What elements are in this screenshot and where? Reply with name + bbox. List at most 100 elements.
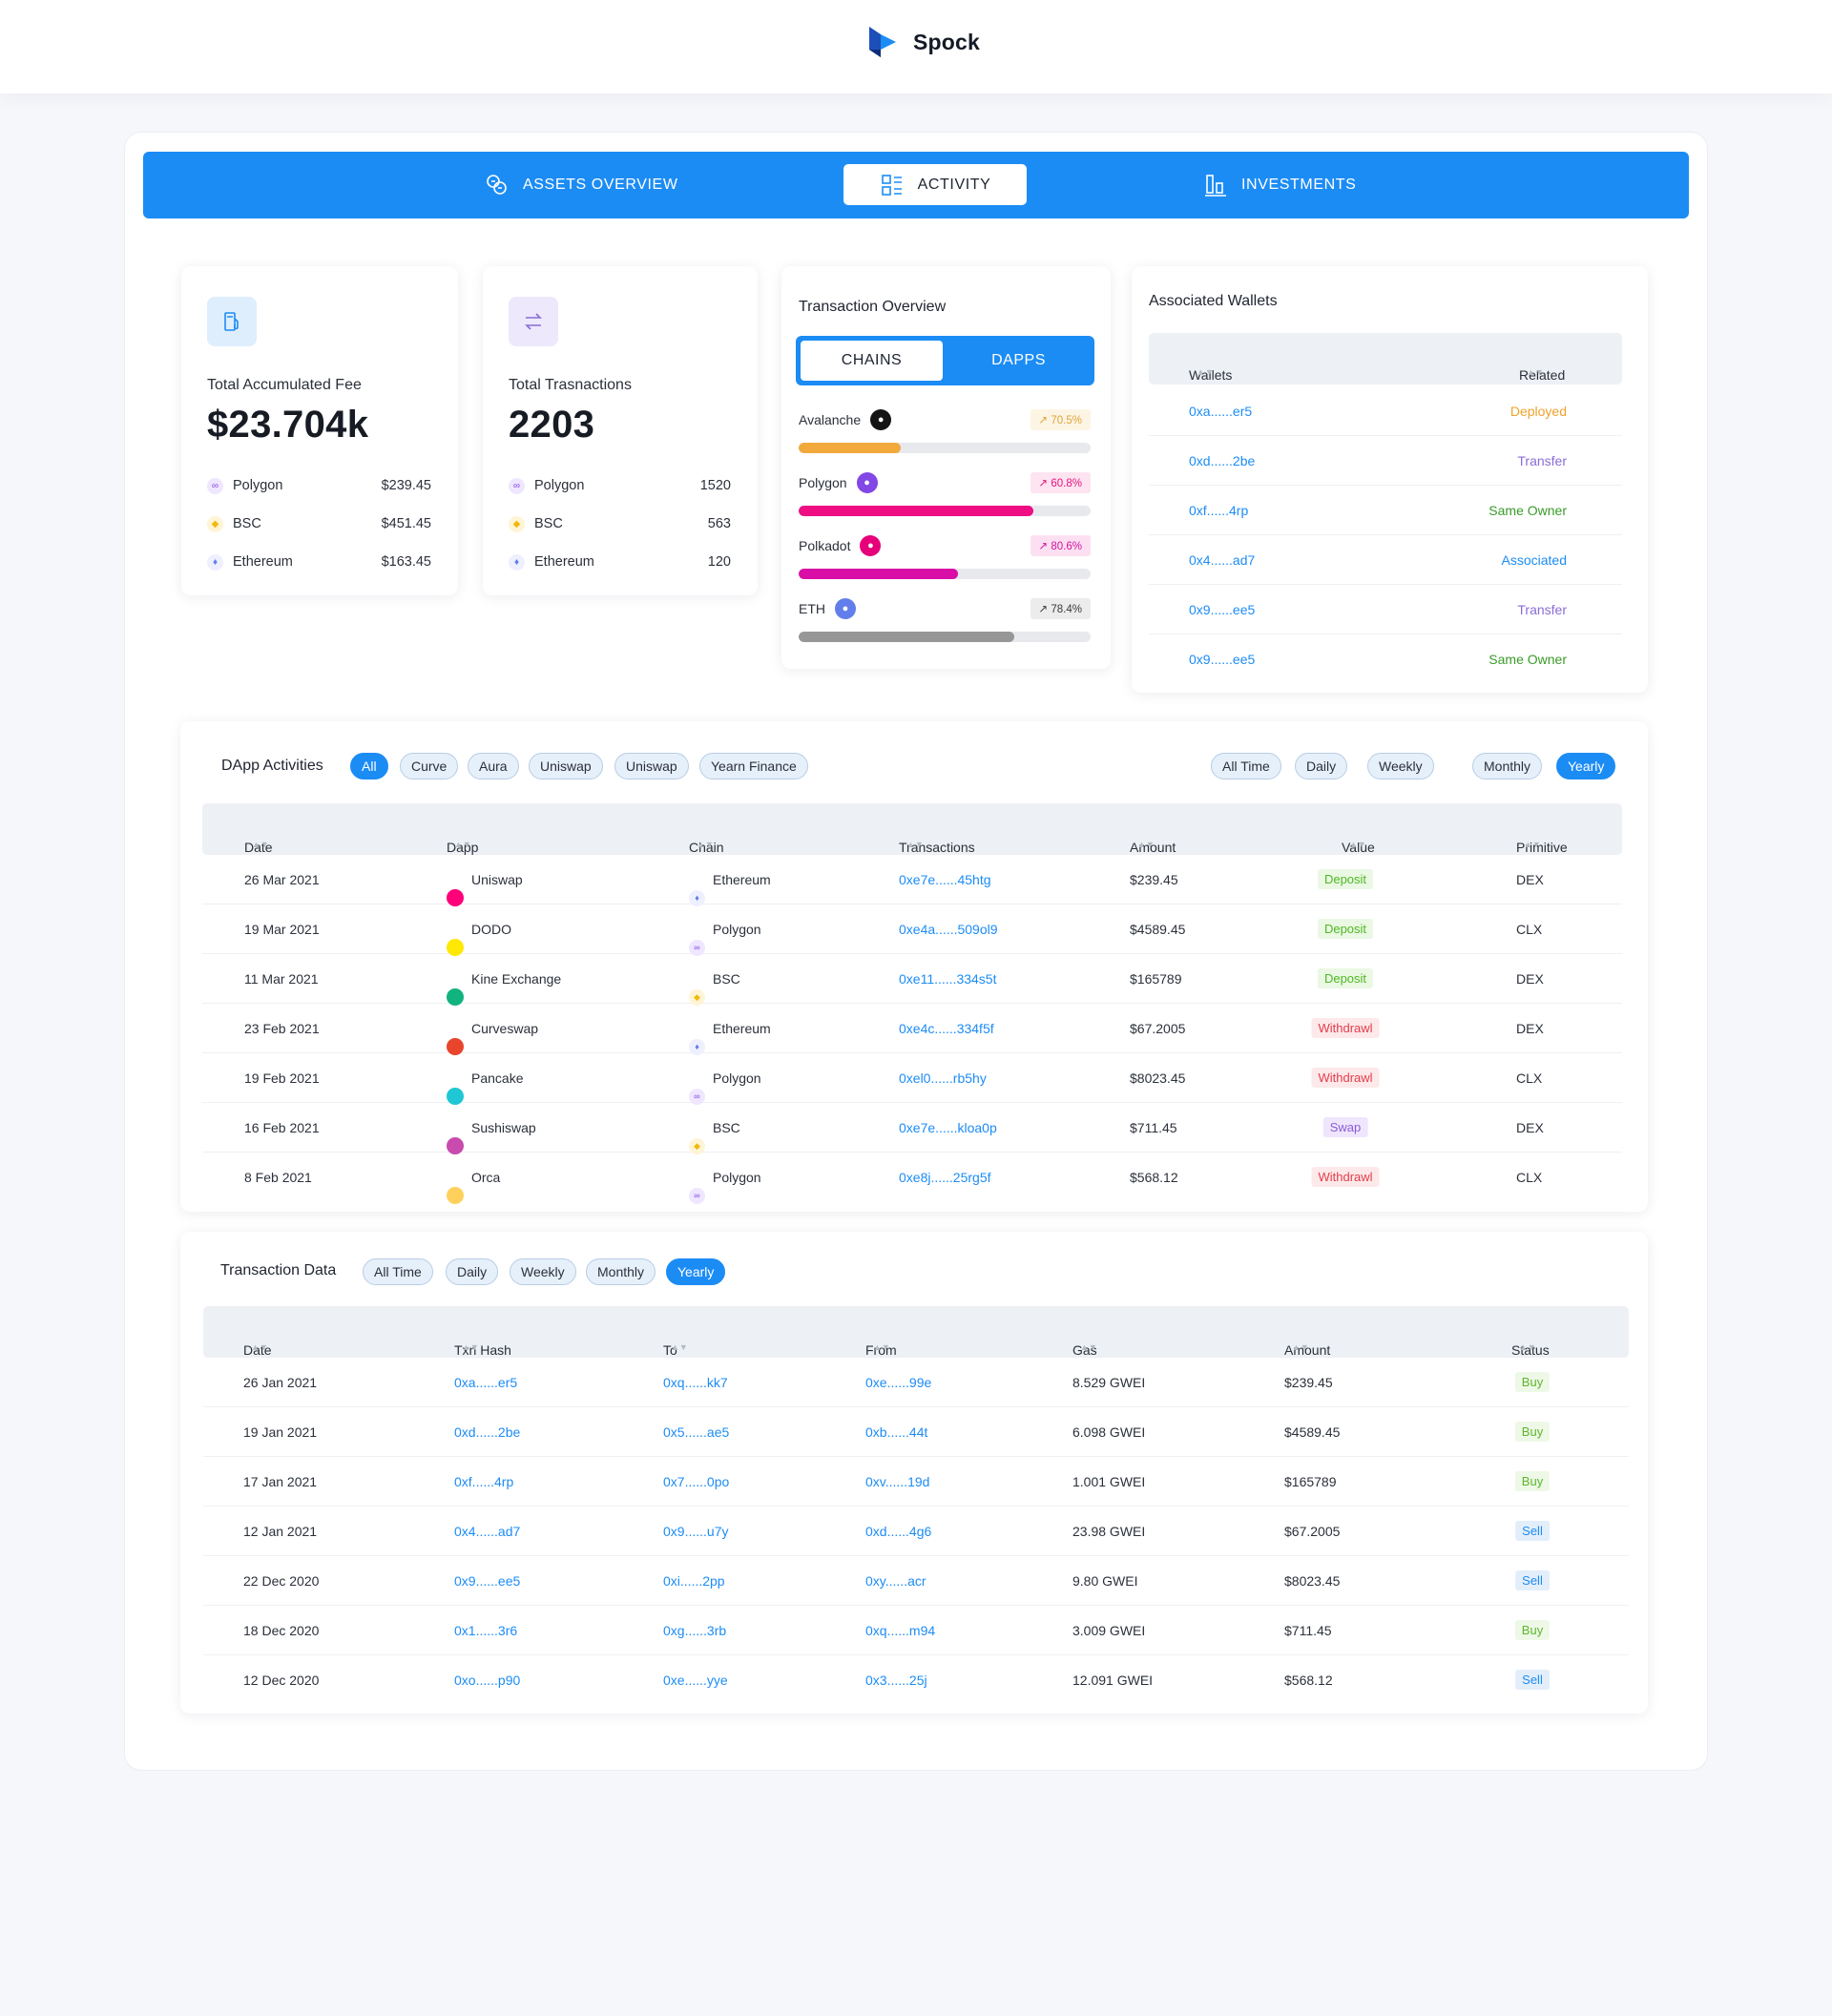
txn-hash-link[interactable]: 0xa......er5 (454, 1375, 518, 1390)
table-row[interactable]: 26 Jan 2021 0xa......er5 0xq......kk7 0xe..… (203, 1358, 1629, 1407)
to-address-link[interactable]: 0x5......ae5 (663, 1424, 730, 1440)
progress-fill (799, 569, 958, 579)
table-row[interactable]: 23 Feb 2021 Curveswap ♦Ethereum 0xe4c......… (202, 1004, 1622, 1056)
filter-chip[interactable]: Aura (468, 753, 519, 779)
primitive-cell: CLX (1516, 922, 1543, 937)
transaction-hash-link[interactable]: 0xe4c......334f5f (899, 1021, 994, 1036)
table-row[interactable]: 17 Jan 2021 0xf......4rp 0x7......0po 0xv..… (203, 1457, 1629, 1507)
to-address-link[interactable]: 0xg......3rb (663, 1623, 727, 1638)
filter-chip[interactable]: Weekly (510, 1258, 576, 1285)
to-address-link[interactable]: 0xi......2pp (663, 1573, 725, 1589)
tab-activity[interactable]: ACTIVITY (843, 164, 1027, 205)
from-address-link[interactable]: 0x3......25j (865, 1673, 927, 1688)
amount-cell: $568.12 (1130, 1170, 1178, 1185)
tab-label: ASSETS OVERVIEW (523, 176, 678, 193)
value-badge: Swap (1322, 1117, 1368, 1137)
to-address-link[interactable]: 0xq......kk7 (663, 1375, 728, 1390)
from-address-link[interactable]: 0xq......m94 (865, 1623, 936, 1638)
filter-chip[interactable]: Monthly (1472, 753, 1543, 779)
table-row[interactable]: 12 Dec 2020 0xo......p90 0xe......yye 0x3..… (203, 1655, 1629, 1705)
from-address-link[interactable]: 0xv......19d (865, 1474, 930, 1489)
table-row[interactable]: 19 Jan 2021 0xd......2be 0x5......ae5 0xb..… (203, 1407, 1629, 1457)
tab-bar: ASSETS OVERVIEW ACTIVITY INVESTMENTS (143, 152, 1689, 218)
brand[interactable]: Spock (867, 25, 980, 59)
to-address-link[interactable]: 0x9......u7y (663, 1524, 729, 1539)
filter-chip[interactable]: Weekly (1367, 753, 1434, 779)
wallet-address-link[interactable]: 0x9......ee5 (1189, 602, 1256, 617)
wallet-address-link[interactable]: 0xf......4rp (1189, 503, 1249, 518)
filter-chip[interactable]: Daily (446, 1258, 499, 1285)
table-row[interactable]: 16 Feb 2021 Sushiswap ◆BSC 0xe7e......kloa0… (202, 1103, 1622, 1155)
filter-chip[interactable]: All Time (1211, 753, 1281, 779)
dapps-toggle-button[interactable]: DAPPS (991, 352, 1046, 368)
to-address-link[interactable]: 0xe......yye (663, 1673, 728, 1688)
from-address-link[interactable]: 0xb......44t (865, 1424, 928, 1440)
primitive-cell: DEX (1516, 1021, 1544, 1036)
txn-hash-link[interactable]: 0xo......p90 (454, 1673, 521, 1688)
txn-hash-link[interactable]: 0x4......ad7 (454, 1524, 521, 1539)
chain-icon: ∞ (689, 939, 705, 956)
chain-amount: $451.45 (381, 516, 431, 531)
wallet-address-link[interactable]: 0x4......ad7 (1189, 552, 1256, 568)
transaction-hash-link[interactable]: 0xe8j......25rg5f (899, 1170, 991, 1185)
transaction-hash-link[interactable]: 0xe11......334s5t (899, 971, 997, 987)
from-address-link[interactable]: 0xe......99e (865, 1375, 932, 1390)
from-address-link[interactable]: 0xd......4g6 (865, 1524, 932, 1539)
filter-chip[interactable]: Yearly (1556, 753, 1616, 779)
coins-icon (487, 174, 507, 195)
txn-hash-link[interactable]: 0x1......3r6 (454, 1623, 518, 1638)
table-row[interactable]: 11 Mar 2021 Kine Exchange ◆BSC 0xe11......3… (202, 954, 1622, 1007)
polygon-icon: ∞ (509, 477, 525, 494)
txn-hash-link[interactable]: 0xf......4rp (454, 1474, 514, 1489)
filter-chip[interactable]: Uniswap (529, 753, 603, 779)
primitive-cell: CLX (1516, 1170, 1543, 1185)
chain-count: 120 (707, 554, 731, 570)
card-title: Total Trasnactions (509, 377, 632, 393)
ethereum-icon: ♦ (509, 553, 525, 571)
transaction-hash-link[interactable]: 0xe7e......kloa0p (899, 1120, 997, 1135)
table-row[interactable]: 12 Jan 2021 0x4......ad7 0x9......u7y 0xd..… (203, 1507, 1629, 1556)
chain-name: Polygon (799, 475, 847, 490)
value-badge: Deposit (1317, 968, 1374, 988)
tab-assets-overview[interactable]: ASSETS OVERVIEW (462, 164, 701, 205)
table-row[interactable]: 19 Mar 2021 DODO ∞Polygon 0xe4a......509ol9… (202, 904, 1622, 957)
sort-icon: ▲▼ (462, 1342, 479, 1352)
table-header: Date ▲▼ Txn Hash ▲▼ To ▲▼ From ▲▼ Gas ▲▼ Amount ▲▼ S… (203, 1306, 1629, 1358)
table-row[interactable]: 19 Feb 2021 Pancake ∞Polygon 0xel0......rb5… (202, 1053, 1622, 1106)
progress-fill (799, 506, 1034, 516)
transaction-hash-link[interactable]: 0xe7e......45htg (899, 872, 991, 887)
associated-wallets-card: Associated Wallets Wallets ▲▼ Related ▲▼ 0… (1132, 266, 1648, 693)
filter-chip[interactable]: Yearn Finance (699, 753, 808, 779)
filter-chip[interactable]: Yearly (666, 1258, 726, 1285)
filter-chip[interactable]: Daily (1295, 753, 1348, 779)
filter-chip[interactable]: Uniswap (614, 753, 689, 779)
filter-chip[interactable]: Curve (400, 753, 459, 779)
table-row[interactable]: 8 Feb 2021 Orca ∞Polygon 0xe8j......25rg5f $… (202, 1153, 1622, 1205)
transaction-hash-link[interactable]: 0xel0......rb5hy (899, 1070, 987, 1086)
chains-toggle-button[interactable]: CHAINS (801, 341, 943, 381)
progress-track (799, 632, 1091, 642)
filter-chip[interactable]: Monthly (586, 1258, 656, 1285)
transaction-hash-link[interactable]: 0xe4a......509ol9 (899, 922, 998, 937)
date-cell: 19 Mar 2021 (244, 922, 320, 937)
to-address-link[interactable]: 0x7......0po (663, 1474, 730, 1489)
table-row[interactable]: 26 Mar 2021 Uniswap ♦Ethereum 0xe7e......45… (202, 855, 1622, 907)
table-row[interactable]: 22 Dec 2020 0x9......ee5 0xi......2pp 0xy..… (203, 1556, 1629, 1606)
from-address-link[interactable]: 0xy......acr (865, 1573, 926, 1589)
status-badge: Buy (1514, 1620, 1551, 1640)
wallet-address-link[interactable]: 0x9......ee5 (1189, 652, 1256, 667)
txn-hash-link[interactable]: 0xd......2be (454, 1424, 521, 1440)
table-row: 0x4......ad7 Associated (1149, 535, 1622, 585)
tab-investments[interactable]: INVESTMENTS (1180, 164, 1379, 205)
trend-up-icon: ↗ (1038, 415, 1051, 426)
related-label: Transfer (1517, 453, 1567, 468)
progress-track (799, 443, 1091, 453)
table-row[interactable]: 18 Dec 2020 0x1......3r6 0xg......3rb 0xq..… (203, 1606, 1629, 1655)
table-header: Wallets ▲▼ Related ▲▼ (1149, 333, 1622, 384)
txn-hash-link[interactable]: 0x9......ee5 (454, 1573, 521, 1589)
sort-icon: ▲▼ (671, 1342, 688, 1352)
filter-chip[interactable]: All Time (363, 1258, 433, 1285)
wallet-address-link[interactable]: 0xa......er5 (1189, 404, 1253, 419)
filter-chip[interactable]: All (350, 753, 388, 779)
wallet-address-link[interactable]: 0xd......2be (1189, 453, 1256, 468)
